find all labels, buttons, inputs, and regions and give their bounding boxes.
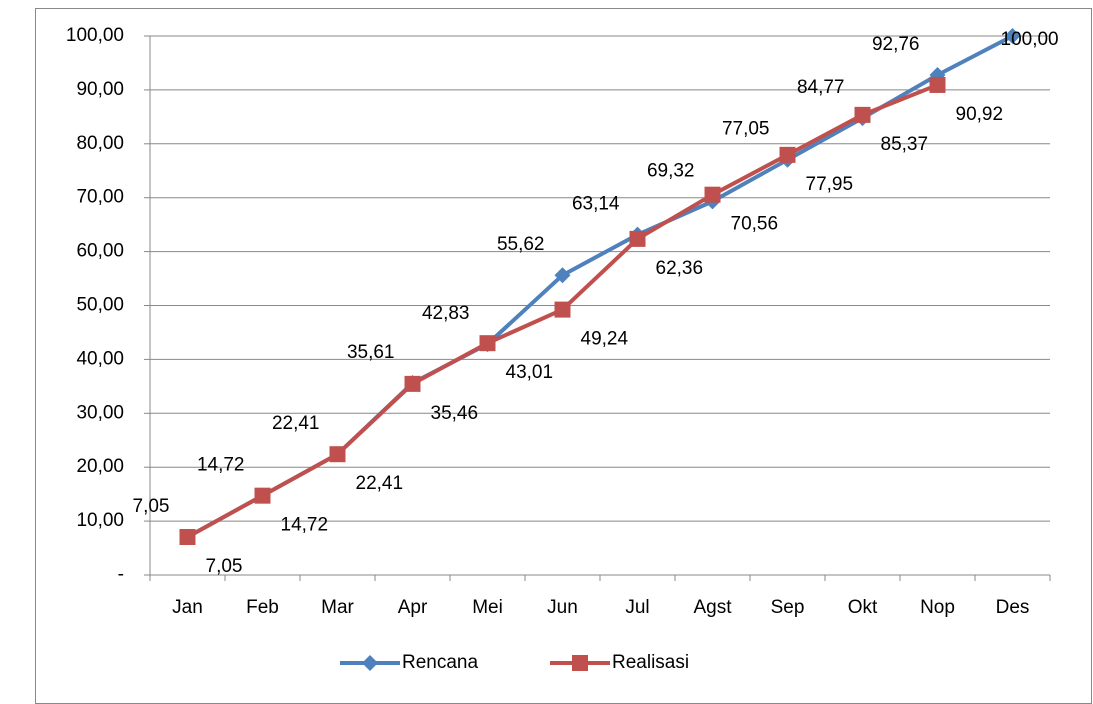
y-tick-label: 90,00 (76, 79, 124, 100)
x-tick-label: Jul (625, 597, 649, 618)
data-label: 90,92 (956, 104, 1004, 125)
point (554, 301, 571, 318)
data-label: 84,77 (797, 77, 845, 98)
point (404, 375, 421, 392)
data-label: 22,41 (272, 413, 320, 434)
x-tick-label: Jan (172, 597, 203, 618)
data-label: 42,83 (422, 303, 470, 324)
x-tick-label: Feb (246, 597, 279, 618)
y-tick-label: 40,00 (76, 348, 124, 369)
y-tick-label: - (118, 564, 124, 585)
point (179, 529, 196, 546)
data-label: 85,37 (881, 134, 929, 155)
data-label: 43,01 (506, 362, 554, 383)
point (779, 146, 796, 163)
legend-marker (572, 655, 588, 671)
data-label: 63,14 (572, 194, 620, 215)
x-tick-label: Nop (920, 597, 955, 618)
point (1004, 28, 1021, 44)
point (629, 230, 646, 247)
data-label: 7,05 (206, 556, 243, 577)
y-tick-label: 50,00 (76, 295, 124, 316)
y-tick-label: 10,00 (76, 510, 124, 531)
point (254, 487, 271, 504)
y-tick-label: 70,00 (76, 187, 124, 208)
x-tick-label: Okt (848, 597, 878, 618)
x-tick-label: Mar (321, 597, 354, 618)
data-label: 7,05 (133, 496, 170, 517)
data-label: 14,72 (197, 455, 245, 476)
y-tick-label: 60,00 (76, 241, 124, 262)
point (704, 186, 721, 203)
data-label: 22,41 (356, 473, 404, 494)
x-tick-label: Apr (398, 597, 428, 618)
y-tick-label: 80,00 (76, 133, 124, 154)
data-label: 77,05 (722, 119, 770, 140)
point (929, 76, 946, 93)
data-label: 92,76 (872, 34, 920, 55)
data-label: 70,56 (731, 214, 779, 235)
data-label: 14,72 (281, 515, 329, 536)
data-label: 77,95 (806, 174, 854, 195)
data-label: 49,24 (581, 329, 629, 350)
y-tick-label: 20,00 (76, 456, 124, 477)
data-label: 55,62 (497, 234, 545, 255)
x-tick-label: Sep (771, 597, 805, 618)
data-label: 62,36 (656, 258, 704, 279)
legend-label: Realisasi (612, 652, 689, 673)
x-tick-label: Jun (547, 597, 578, 618)
y-tick-label: 100,00 (66, 25, 124, 46)
point (554, 267, 571, 284)
point (479, 335, 496, 352)
data-label: 100,00 (1001, 29, 1059, 50)
chart-frame (35, 8, 1092, 704)
x-tick-label: Des (996, 597, 1030, 618)
data-label: 35,61 (347, 342, 395, 363)
legend-label: Rencana (402, 652, 478, 673)
point (854, 106, 871, 123)
legend-marker (362, 655, 378, 671)
x-tick-label: Mei (472, 597, 503, 618)
point (329, 446, 346, 463)
y-tick-label: 30,00 (76, 402, 124, 423)
data-label: 35,46 (431, 403, 479, 424)
data-label: 69,32 (647, 160, 695, 181)
x-tick-label: Agst (693, 597, 732, 618)
